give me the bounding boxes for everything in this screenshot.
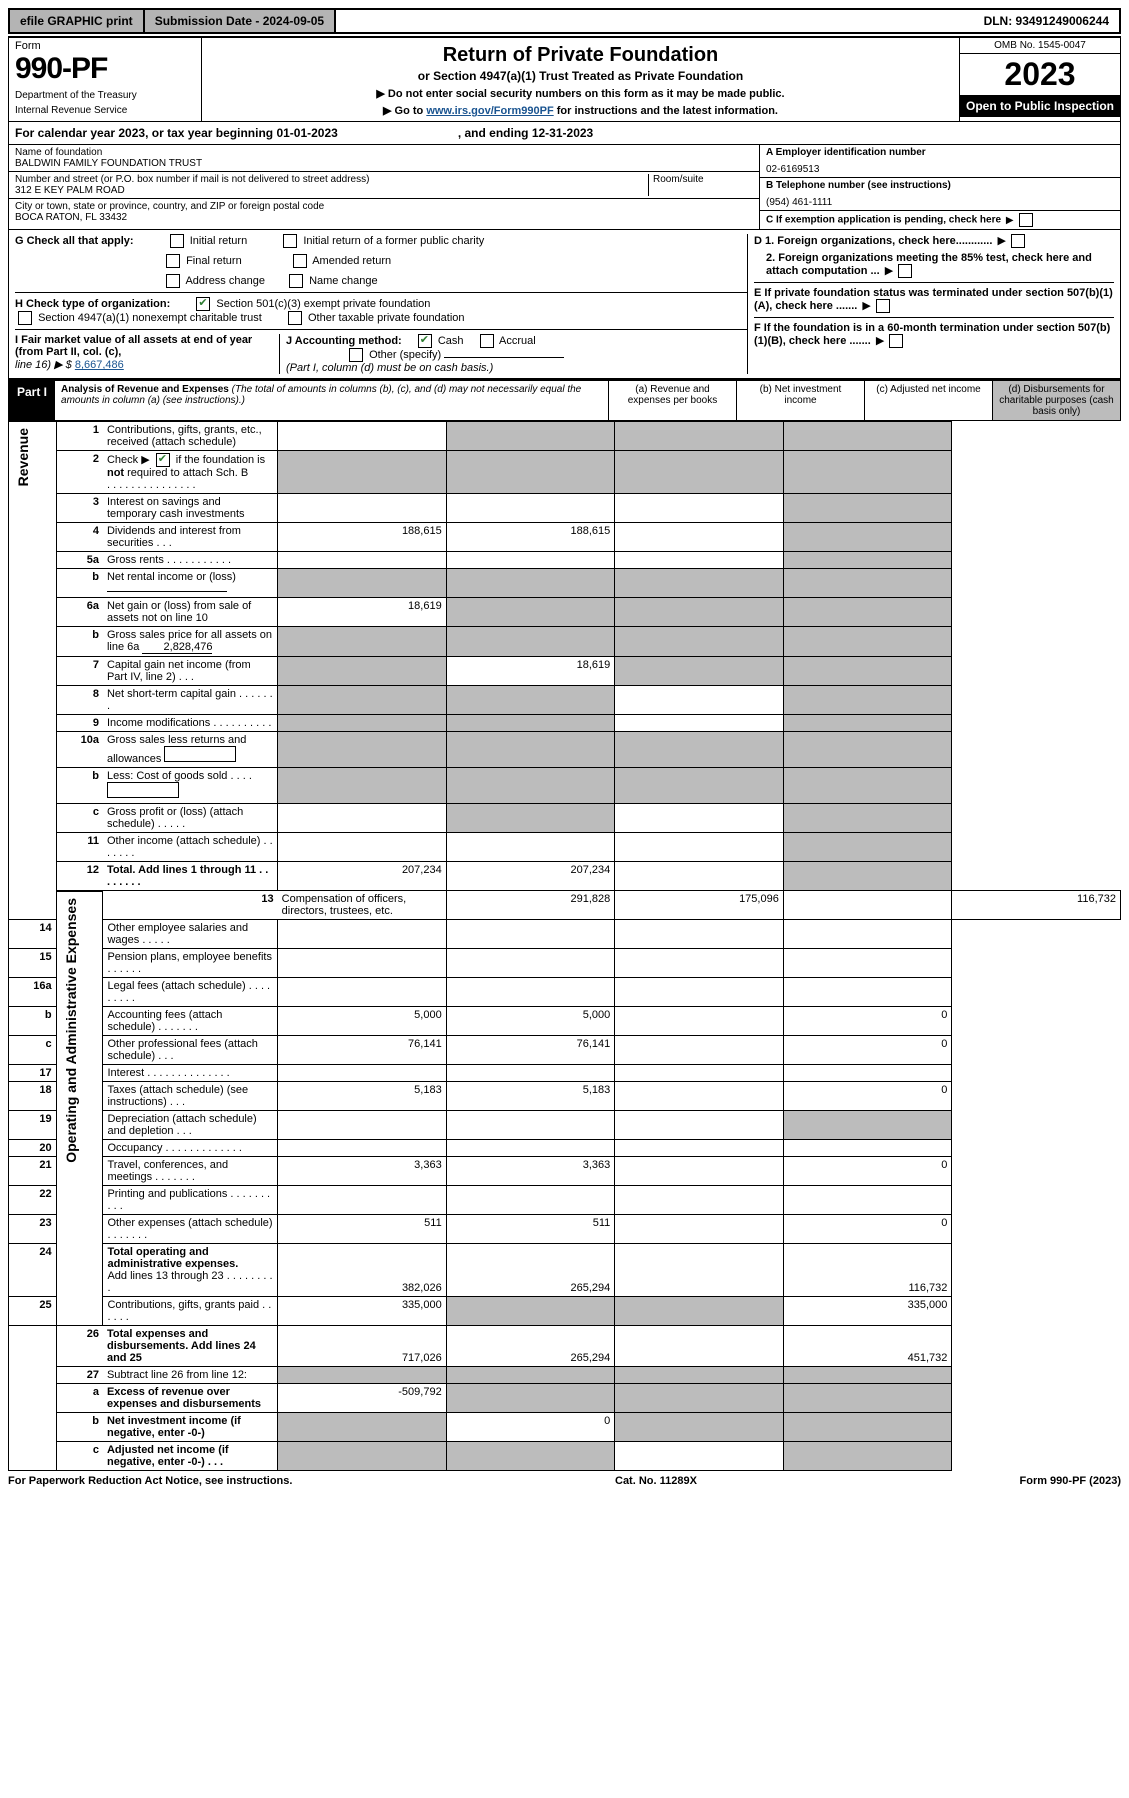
dln: DLN: 93491249006244 (974, 10, 1119, 32)
j-cash-checkbox[interactable] (418, 334, 432, 348)
g-address-checkbox[interactable] (166, 274, 180, 288)
footer: For Paperwork Reduction Act Notice, see … (8, 1471, 1121, 1491)
ein-value: 02-6169513 (766, 164, 1114, 175)
col-c-header: (c) Adjusted net income (864, 381, 992, 420)
cat-no: Cat. No. 11289X (615, 1475, 697, 1487)
omb-number: OMB No. 1545-0047 (960, 38, 1120, 54)
irs-link[interactable]: www.irs.gov/Form990PF (426, 105, 553, 117)
checks-block: G Check all that apply: Initial return I… (8, 230, 1121, 379)
schb-checkbox[interactable] (156, 453, 170, 467)
address-value: 312 E KEY PALM ROAD (15, 185, 648, 196)
c-checkbox[interactable] (1019, 213, 1033, 227)
h-501c3-checkbox[interactable] (196, 297, 210, 311)
e-checkbox[interactable] (876, 299, 890, 313)
h-4947-checkbox[interactable] (18, 311, 32, 325)
form-title: Return of Private Foundation (206, 44, 955, 67)
name-label: Name of foundation (15, 147, 753, 158)
d2-checkbox[interactable] (898, 264, 912, 278)
g-amended-checkbox[interactable] (293, 254, 307, 268)
ein-label: A Employer identification number (766, 147, 1114, 158)
f-checkbox[interactable] (889, 334, 903, 348)
submission-date: Submission Date - 2024-09-05 (145, 10, 336, 32)
part1-header: Part I Analysis of Revenue and Expenses … (8, 379, 1121, 421)
note-ssn: ▶ Do not enter social security numbers o… (206, 87, 955, 100)
topbar: efile GRAPHIC print Submission Date - 20… (8, 8, 1121, 34)
fmv-link[interactable]: 8,667,486 (75, 359, 124, 371)
j-label: J Accounting method: (286, 335, 402, 347)
paperwork-notice: For Paperwork Reduction Act Notice, see … (8, 1475, 292, 1487)
address-label: Number and street (or P.O. box number if… (15, 174, 648, 185)
c-exemption-label: C If exemption application is pending, c… (766, 215, 1001, 226)
col-a-header: (a) Revenue and expenses per books (608, 381, 736, 420)
efile-print-button[interactable]: efile GRAPHIC print (10, 10, 145, 32)
part1-table: Revenue 1Contributions, gifts, grants, e… (8, 421, 1121, 1471)
j-other-checkbox[interactable] (349, 348, 363, 362)
part1-tag: Part I (9, 381, 55, 420)
foundation-name: BALDWIN FAMILY FOUNDATION TRUST (15, 158, 753, 169)
open-to-public: Open to Public Inspection (960, 95, 1120, 117)
telephone-label: B Telephone number (see instructions) (766, 180, 1114, 191)
revenue-section-label: Revenue (13, 424, 33, 490)
j-accrual-checkbox[interactable] (480, 334, 494, 348)
form-number: 990-PF (15, 52, 195, 86)
irs: Internal Revenue Service (15, 105, 195, 116)
info-block: Name of foundation BALDWIN FAMILY FOUNDA… (8, 145, 1121, 230)
form-header: Form 990-PF Department of the Treasury I… (8, 36, 1121, 122)
col-b-header: (b) Net investment income (736, 381, 864, 420)
form-subtitle: or Section 4947(a)(1) Trust Treated as P… (206, 69, 955, 83)
tax-year: 2023 (960, 54, 1120, 95)
g-name-checkbox[interactable] (289, 274, 303, 288)
g-initial-former-checkbox[interactable] (283, 234, 297, 248)
g-label: G Check all that apply: (15, 235, 134, 247)
i-label: I Fair market value of all assets at end… (15, 334, 252, 358)
telephone-value: (954) 461-1111 (766, 197, 1114, 208)
city-value: BOCA RATON, FL 33432 (15, 212, 753, 223)
expenses-section-label: Operating and Administrative Expenses (61, 894, 81, 1167)
g-final-checkbox[interactable] (166, 254, 180, 268)
g-initial-checkbox[interactable] (170, 234, 184, 248)
j-note: (Part I, column (d) must be on cash basi… (286, 362, 493, 374)
d1-checkbox[interactable] (1011, 234, 1025, 248)
h-other-checkbox[interactable] (288, 311, 302, 325)
form-word: Form (15, 40, 195, 52)
h-label: H Check type of organization: (15, 298, 170, 310)
form-footer: Form 990-PF (2023) (1020, 1475, 1121, 1487)
dept-treasury: Department of the Treasury (15, 90, 195, 101)
note-goto: ▶ Go to www.irs.gov/Form990PF for instru… (206, 104, 955, 117)
calendar-year-row: For calendar year 2023, or tax year begi… (8, 122, 1121, 145)
room-suite-label: Room/suite (648, 174, 753, 196)
col-d-header: (d) Disbursements for charitable purpose… (992, 381, 1120, 420)
city-label: City or town, state or province, country… (15, 201, 753, 212)
